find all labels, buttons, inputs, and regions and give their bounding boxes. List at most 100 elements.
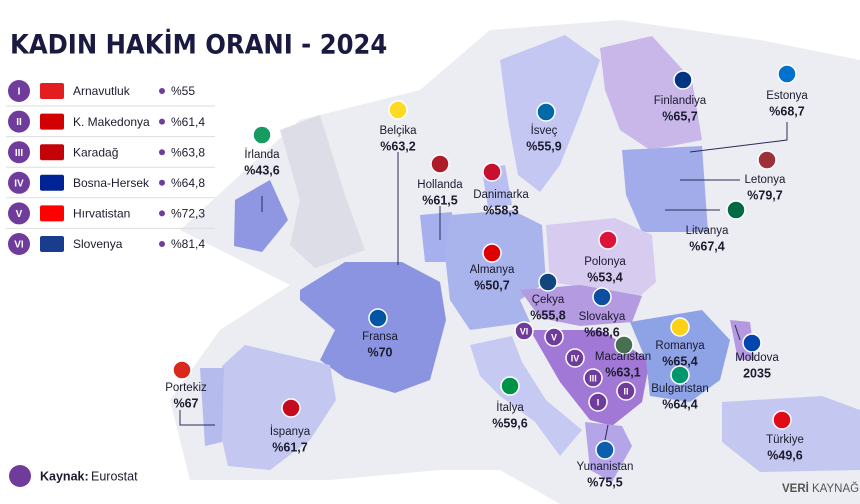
flag	[281, 398, 301, 418]
country-name: İtalya	[496, 401, 524, 414]
flag	[500, 376, 520, 396]
bullet	[159, 241, 165, 247]
country-name: Çekya	[532, 294, 565, 306]
country-value: %63,8	[171, 145, 205, 159]
source-icon	[9, 465, 31, 487]
country-name: Danimarka	[473, 189, 529, 201]
numeral-badge	[8, 80, 30, 102]
numeral-marker-text: V	[551, 332, 557, 342]
country-name: Bulgaristan	[651, 383, 709, 395]
flag	[742, 333, 762, 353]
title: KADIN HAKİM ORANI - 2024	[10, 29, 387, 61]
country-value: %50,7	[474, 278, 509, 292]
legend: I Arnavutluk %55 II K. Makedonya %61,4 III Kara…	[6, 80, 215, 255]
country-value: %63,2	[380, 139, 415, 153]
country-name: İsveç	[531, 124, 558, 137]
flag	[482, 162, 502, 182]
country-value: %72,3	[171, 207, 205, 221]
country-value: %79,7	[747, 188, 782, 202]
numeral: III	[15, 148, 24, 159]
country-name: Türkiye	[766, 434, 804, 446]
flag	[388, 100, 408, 120]
numeral-badge	[8, 141, 30, 164]
country-name: Belçika	[379, 125, 417, 137]
bullet	[159, 149, 165, 156]
flag	[614, 335, 634, 355]
flag	[592, 287, 612, 307]
source-label: Kaynak:	[40, 469, 89, 483]
country-value: %61,7	[272, 440, 307, 454]
flag	[430, 154, 450, 174]
country-value: %65,7	[662, 109, 697, 123]
country-value: %67	[173, 396, 198, 410]
flag	[598, 230, 618, 250]
country-name: Bosna-Hersek	[73, 176, 150, 190]
flag	[595, 440, 615, 460]
country-value: %68,6	[584, 325, 619, 339]
numeral-marker	[514, 321, 534, 341]
country-name: Letonya	[745, 174, 787, 186]
country-name: Arnavutluk	[73, 84, 131, 98]
leader-lines	[179, 122, 788, 441]
brand-rest: KAYNAĞI	[812, 482, 860, 495]
country-value: %75,5	[587, 475, 622, 489]
country-name: Hollanda	[417, 179, 463, 191]
country-value: %53,4	[587, 270, 622, 284]
numeral-marker	[588, 392, 608, 412]
flag	[40, 83, 64, 99]
country-name: Litvanya	[686, 225, 729, 237]
country-value: %68,7	[769, 104, 804, 118]
country-name: Estonya	[766, 90, 808, 102]
country-name: Karadağ	[73, 145, 118, 159]
numeral: IV	[14, 178, 24, 189]
flag	[670, 317, 690, 337]
country-name: Yunanistan	[577, 461, 634, 473]
numeral-marker-text: III	[589, 373, 597, 383]
country-value: %61,4	[171, 115, 205, 129]
country-name: İspanya	[270, 425, 311, 438]
flag	[252, 125, 272, 145]
bullet	[159, 210, 165, 217]
numeral-badge	[8, 233, 30, 255]
country-name: K. Makedonya	[73, 115, 150, 129]
country-name: Slovakya	[579, 311, 626, 323]
numeral-marker-text: IV	[571, 353, 580, 363]
numeral: VI	[14, 240, 24, 251]
flag	[536, 102, 556, 122]
numeral-badge	[8, 110, 30, 133]
flag	[172, 360, 192, 380]
country-value: %81,4	[171, 237, 205, 251]
numeral: I	[18, 87, 21, 98]
flag	[673, 70, 693, 90]
flag	[40, 144, 64, 161]
numeral-marker-text: VI	[520, 326, 529, 336]
flag	[670, 365, 690, 385]
numeral-marker	[583, 368, 603, 388]
country-name: Slovenya	[73, 237, 123, 251]
brand-bold: VERİ	[782, 482, 809, 495]
country-value: %61,5	[422, 193, 457, 207]
numeral-badge	[8, 171, 30, 194]
country-name: Moldova	[735, 352, 779, 364]
country-value: %55,9	[526, 139, 561, 153]
land	[170, 20, 860, 504]
flag	[40, 236, 64, 252]
country-name: Romanya	[655, 340, 705, 352]
country-value: %70	[367, 345, 392, 359]
country-name: Portekiz	[165, 382, 207, 394]
numeral-badge	[8, 202, 30, 225]
source-value: Eurostat	[91, 469, 138, 483]
country-name: Almanya	[470, 264, 515, 276]
numeral-marker	[565, 348, 585, 368]
numeral: V	[16, 209, 23, 220]
country-labels: Finlandiya %65,7 Estonya %68,7 Letonya %79,7 L…	[165, 64, 808, 489]
numeral: II	[16, 117, 22, 128]
flag	[777, 64, 797, 84]
flag	[40, 113, 64, 130]
country-value: %63,1	[605, 365, 640, 379]
country-name: Finlandiya	[654, 95, 707, 107]
country-value: %59,6	[492, 416, 527, 430]
country-name: Polonya	[584, 256, 626, 268]
flag	[772, 410, 792, 430]
